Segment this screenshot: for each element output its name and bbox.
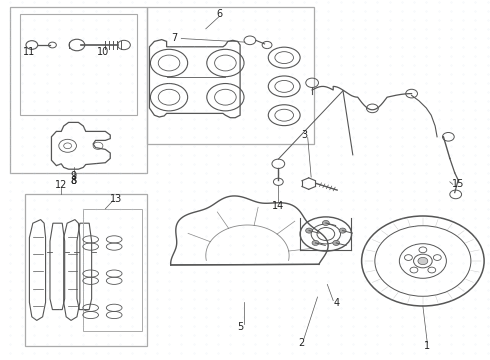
Text: 9: 9 (71, 171, 76, 181)
Text: 12: 12 (55, 180, 68, 190)
Bar (147, 7, 314, 144)
Text: 4: 4 (334, 298, 340, 308)
Text: 3: 3 (302, 130, 308, 140)
Text: 10: 10 (97, 47, 109, 57)
Bar (24, 194, 147, 346)
Text: 6: 6 (217, 9, 222, 19)
Text: 14: 14 (272, 201, 284, 211)
Circle shape (322, 220, 329, 225)
Text: 5: 5 (237, 322, 243, 332)
Text: 15: 15 (452, 179, 465, 189)
Text: 11: 11 (24, 47, 36, 57)
Circle shape (333, 240, 340, 246)
Bar (83, 209, 142, 331)
Circle shape (418, 257, 428, 265)
Text: 8: 8 (71, 176, 76, 186)
Text: 8: 8 (71, 176, 76, 186)
Text: 7: 7 (171, 33, 177, 43)
Text: 13: 13 (110, 194, 122, 204)
Circle shape (339, 228, 346, 233)
Bar (10, 7, 147, 173)
Bar (20, 14, 137, 115)
Text: 1: 1 (424, 341, 430, 351)
Circle shape (306, 228, 313, 233)
Text: 2: 2 (298, 338, 304, 348)
Circle shape (312, 240, 319, 246)
